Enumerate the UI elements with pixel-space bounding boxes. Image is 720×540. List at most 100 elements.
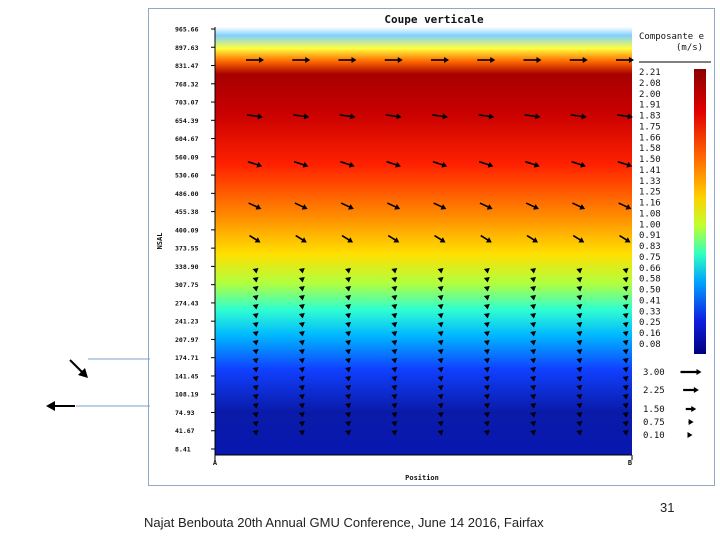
- colorbar-label: 1.91: [639, 101, 661, 111]
- wind-vector-small: [345, 331, 352, 337]
- wind-vector-small: [622, 286, 629, 292]
- wind-vector-small: [622, 340, 629, 346]
- y-tick-label: 897.63: [175, 44, 199, 52]
- wind-vector-small: [530, 430, 537, 436]
- wind-vector-small: [298, 358, 305, 364]
- colorbar-label: 2.21: [639, 68, 661, 78]
- wind-vector: [384, 57, 403, 63]
- wind-vector-small: [345, 376, 352, 382]
- wind-vector: [616, 57, 634, 63]
- wind-vector-small: [252, 403, 259, 409]
- wind-vector-small: [252, 367, 259, 373]
- wind-vector-small: [252, 430, 259, 436]
- y-tick-label: 338.90: [175, 263, 199, 271]
- colorbar-label: 1.83: [639, 112, 661, 122]
- y-tick-label: 8.41: [175, 446, 191, 454]
- wind-vector: [619, 234, 631, 243]
- wind-vector: [247, 160, 263, 168]
- vector-legend-label: 0.10: [643, 431, 665, 441]
- wind-vector-small: [298, 268, 305, 274]
- colorbar-units: (m/s): [676, 43, 703, 53]
- wind-vector-small: [622, 349, 629, 355]
- wind-vector-small: [391, 268, 398, 274]
- vector-legend-arrow: [680, 369, 702, 375]
- wind-vector-small: [298, 322, 305, 328]
- wind-vector: [525, 202, 539, 210]
- wind-vector-small: [483, 394, 490, 400]
- wind-vector-small: [530, 277, 537, 283]
- wind-vector-small: [483, 412, 490, 418]
- wind-vector-small: [298, 430, 305, 436]
- wind-vector-small: [530, 385, 537, 391]
- wind-vector-small: [252, 277, 259, 283]
- colorbar-label: 0.50: [639, 286, 661, 296]
- wind-vector-small: [345, 277, 352, 283]
- wind-vector-small: [345, 385, 352, 391]
- wind-vector-small: [391, 349, 398, 355]
- wind-vector-small: [437, 403, 444, 409]
- wind-vector: [431, 113, 448, 120]
- chart-title: Coupe verticale: [384, 13, 484, 26]
- wind-vector: [249, 234, 261, 243]
- colorbar-label: 1.08: [639, 209, 661, 219]
- wind-vector-small: [252, 313, 259, 319]
- wind-vector-small: [298, 313, 305, 319]
- wind-vector-small: [252, 304, 259, 310]
- wind-vector-small: [437, 358, 444, 364]
- wind-vector-small: [437, 367, 444, 373]
- chart-frame: Coupe verticale 965.66 897.63 831.47 768.32…: [148, 8, 715, 486]
- wind-vector-small: [622, 430, 629, 436]
- wind-vector-small: [622, 313, 629, 319]
- wind-vector: [386, 160, 401, 168]
- slide-number: 31: [660, 500, 675, 515]
- wind-vector-small: [530, 313, 537, 319]
- colorbar-label: 0.83: [639, 242, 661, 252]
- wind-vector-small: [483, 367, 490, 373]
- wind-vector-small: [345, 394, 352, 400]
- wind-vector-small: [345, 340, 352, 346]
- wind-vector-small: [576, 358, 583, 364]
- wind-vector-small: [530, 376, 537, 382]
- colorbar-label: 2.08: [639, 79, 661, 89]
- colorbar-label: 1.33: [639, 177, 661, 187]
- wind-vector-small: [252, 268, 259, 274]
- wind-vector-small: [576, 394, 583, 400]
- wind-vector-small: [391, 430, 398, 436]
- wind-vector-small: [437, 340, 444, 346]
- wind-vector: [571, 160, 586, 168]
- wind-vector-small: [298, 340, 305, 346]
- wind-vector-small: [622, 376, 629, 382]
- wind-vector-small: [530, 394, 537, 400]
- wind-vector: [433, 202, 447, 210]
- chart-svg: Coupe verticale 965.66 897.63 831.47 768.32…: [156, 13, 711, 482]
- wind-vector: [480, 234, 492, 243]
- colorbar-label: 0.33: [639, 307, 661, 317]
- wind-vector-small: [437, 394, 444, 400]
- y-tick-label: 604.67: [175, 135, 199, 143]
- wind-vector: [526, 234, 539, 243]
- wind-vector: [479, 202, 493, 210]
- wind-vector: [248, 202, 262, 210]
- colorbar-title: Composante e: [639, 32, 704, 42]
- wind-vector: [292, 57, 311, 63]
- wind-vector-small: [345, 421, 352, 427]
- callout-arrow-left-icon: [46, 401, 75, 411]
- wind-vector-small: [576, 268, 583, 274]
- wind-vector-small: [530, 349, 537, 355]
- wind-vector-small: [437, 376, 444, 382]
- wind-vector-small: [437, 385, 444, 391]
- wind-vectors: [246, 57, 634, 436]
- y-tick-label: 530.60: [175, 172, 199, 180]
- colorbar-label: 0.08: [639, 340, 661, 350]
- vector-legend-arrow: [685, 406, 697, 412]
- wind-vector-small: [622, 394, 629, 400]
- wind-vector-small: [576, 385, 583, 391]
- vector-legend-arrow: [688, 419, 694, 425]
- wind-vector-small: [576, 304, 583, 310]
- wind-vector-small: [391, 331, 398, 337]
- x-tick-b: B: [628, 459, 632, 467]
- wind-vector-small: [483, 421, 490, 427]
- wind-vector-small: [576, 295, 583, 301]
- wind-vector-small: [437, 349, 444, 355]
- wind-vector: [340, 160, 355, 168]
